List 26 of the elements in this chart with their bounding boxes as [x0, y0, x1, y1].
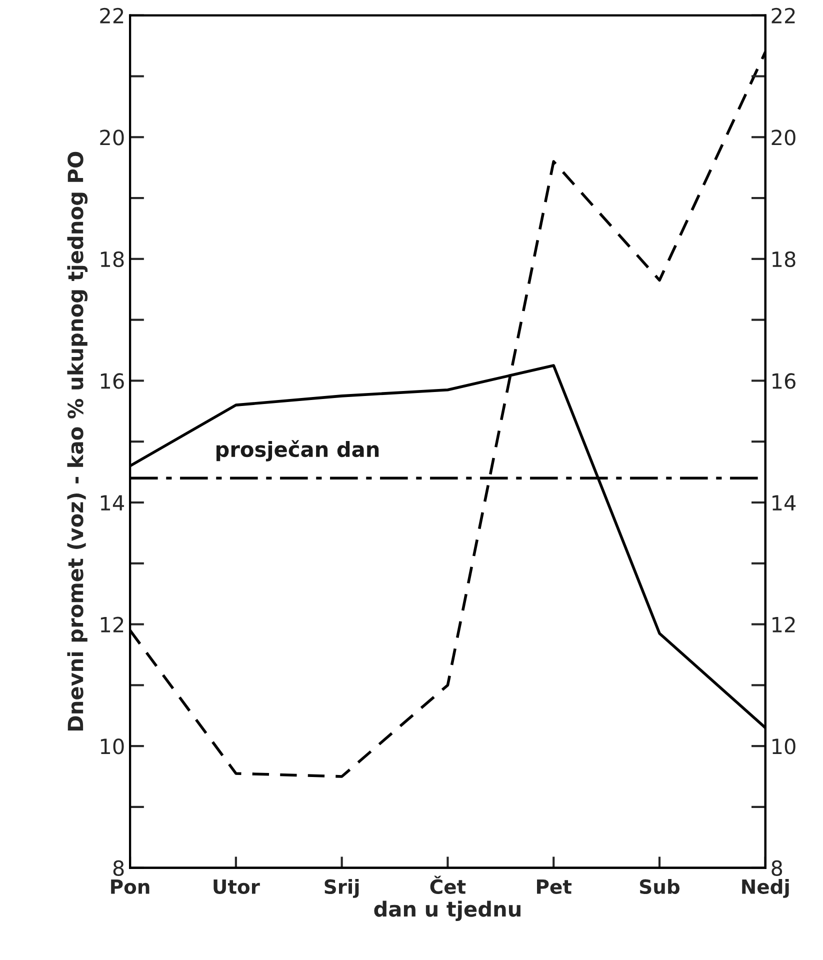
- y-tick-label: 10: [100, 738, 124, 754]
- ref-line-label: prosječan dan: [216, 440, 379, 462]
- y2-tick-label: 8: [772, 860, 782, 876]
- y-tick-label: 22: [100, 8, 124, 24]
- x-axis-title: dan u tjednu: [374, 900, 520, 922]
- y-axis-title: Dnevni promet (voz) - kao % ukupnog tjednog PO: [67, 152, 88, 730]
- y2-tick-label: 10: [772, 738, 796, 754]
- x-tick-label: Srij: [324, 878, 359, 898]
- y2-tick-label: 20: [772, 130, 796, 146]
- y2-tick-label: 12: [772, 616, 795, 632]
- y-tick-label: 8: [113, 860, 124, 876]
- x-tick-label: Sub: [640, 878, 680, 894]
- x-tick-label: Pet: [537, 880, 572, 894]
- x-tick-label: Pon: [111, 880, 150, 894]
- y-tick-label: 20: [100, 130, 124, 146]
- y-tick-label: 12: [100, 616, 124, 632]
- y2-tick-label: 16: [772, 373, 796, 389]
- x-tick-label: Nedj: [742, 878, 789, 898]
- x-tick-label: Čet: [430, 876, 466, 894]
- y2-tick-label: 14: [772, 495, 796, 510]
- y2-tick-label: 22: [772, 8, 795, 24]
- y-tick-label: 18: [100, 251, 124, 268]
- y-tick-label: 14: [100, 495, 124, 510]
- y2-tick-label: 18: [772, 251, 796, 268]
- y-tick-label: 16: [100, 373, 124, 389]
- x-tick-label: Utor: [214, 880, 260, 894]
